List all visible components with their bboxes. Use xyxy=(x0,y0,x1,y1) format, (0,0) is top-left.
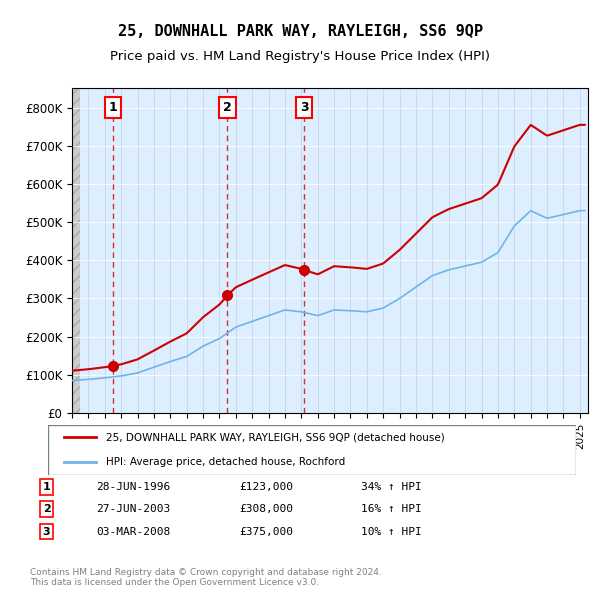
Text: Price paid vs. HM Land Registry's House Price Index (HPI): Price paid vs. HM Land Registry's House … xyxy=(110,50,490,63)
Text: 27-JUN-2003: 27-JUN-2003 xyxy=(96,504,170,514)
Text: 2: 2 xyxy=(43,504,50,514)
Bar xyxy=(72,88,80,413)
Text: 16% ↑ HPI: 16% ↑ HPI xyxy=(361,504,422,514)
Bar xyxy=(72,88,80,413)
Text: 25, DOWNHALL PARK WAY, RAYLEIGH, SS6 9QP: 25, DOWNHALL PARK WAY, RAYLEIGH, SS6 9QP xyxy=(118,24,482,38)
Text: 1: 1 xyxy=(43,482,50,491)
Text: £308,000: £308,000 xyxy=(240,504,294,514)
Text: £123,000: £123,000 xyxy=(240,482,294,491)
Text: 1: 1 xyxy=(109,101,117,114)
Text: £375,000: £375,000 xyxy=(240,527,294,536)
Text: HPI: Average price, detached house, Rochford: HPI: Average price, detached house, Roch… xyxy=(106,457,346,467)
FancyBboxPatch shape xyxy=(48,425,576,475)
Text: 25, DOWNHALL PARK WAY, RAYLEIGH, SS6 9QP (detached house): 25, DOWNHALL PARK WAY, RAYLEIGH, SS6 9QP… xyxy=(106,432,445,442)
Text: 34% ↑ HPI: 34% ↑ HPI xyxy=(361,482,422,491)
Text: 10% ↑ HPI: 10% ↑ HPI xyxy=(361,527,422,536)
Text: 3: 3 xyxy=(300,101,308,114)
Text: 03-MAR-2008: 03-MAR-2008 xyxy=(96,527,170,536)
Text: 28-JUN-1996: 28-JUN-1996 xyxy=(96,482,170,491)
Text: 3: 3 xyxy=(43,527,50,536)
Text: 2: 2 xyxy=(223,101,232,114)
Text: Contains HM Land Registry data © Crown copyright and database right 2024.
This d: Contains HM Land Registry data © Crown c… xyxy=(30,568,382,587)
